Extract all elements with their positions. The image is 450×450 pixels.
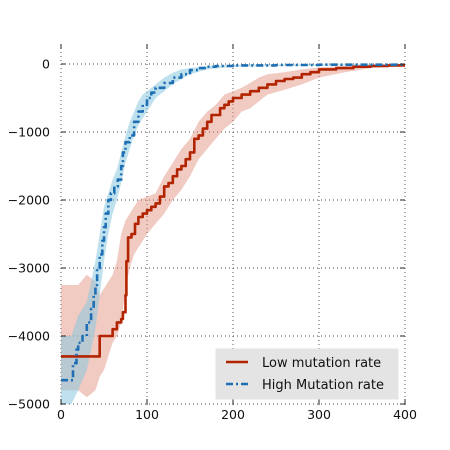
legend-box (215, 348, 399, 400)
y-tick-label-5: −5000 (8, 397, 50, 412)
y-tick-label-4: −4000 (8, 329, 50, 344)
band-0 (61, 64, 405, 398)
legend-label-low: Low mutation rate (262, 356, 381, 371)
tick-labels: 0 100 200 300 400 0 −1000 −2000 −3000 −4000 −5000 (8, 57, 417, 423)
axis-ticks (60, 44, 406, 405)
confidence-bands (61, 64, 405, 404)
legend: Low mutation rate High Mutation rate (215, 348, 399, 400)
y-tick-label-2: −2000 (8, 193, 50, 208)
x-tick-label-2: 200 (221, 407, 245, 422)
x-tick-label-3: 300 (307, 407, 331, 422)
series-lines (61, 63, 407, 382)
y-tick-label-3: −3000 (8, 261, 50, 276)
legend-label-high: High Mutation rate (262, 378, 384, 393)
x-tick-label-4: 400 (393, 407, 417, 422)
y-tick-label-1: −1000 (8, 125, 50, 140)
series-line-0 (61, 64, 405, 358)
y-tick-label-0: 0 (42, 57, 50, 72)
x-tick-label-1: 100 (135, 407, 159, 422)
x-tick-label-0: 0 (57, 407, 65, 422)
